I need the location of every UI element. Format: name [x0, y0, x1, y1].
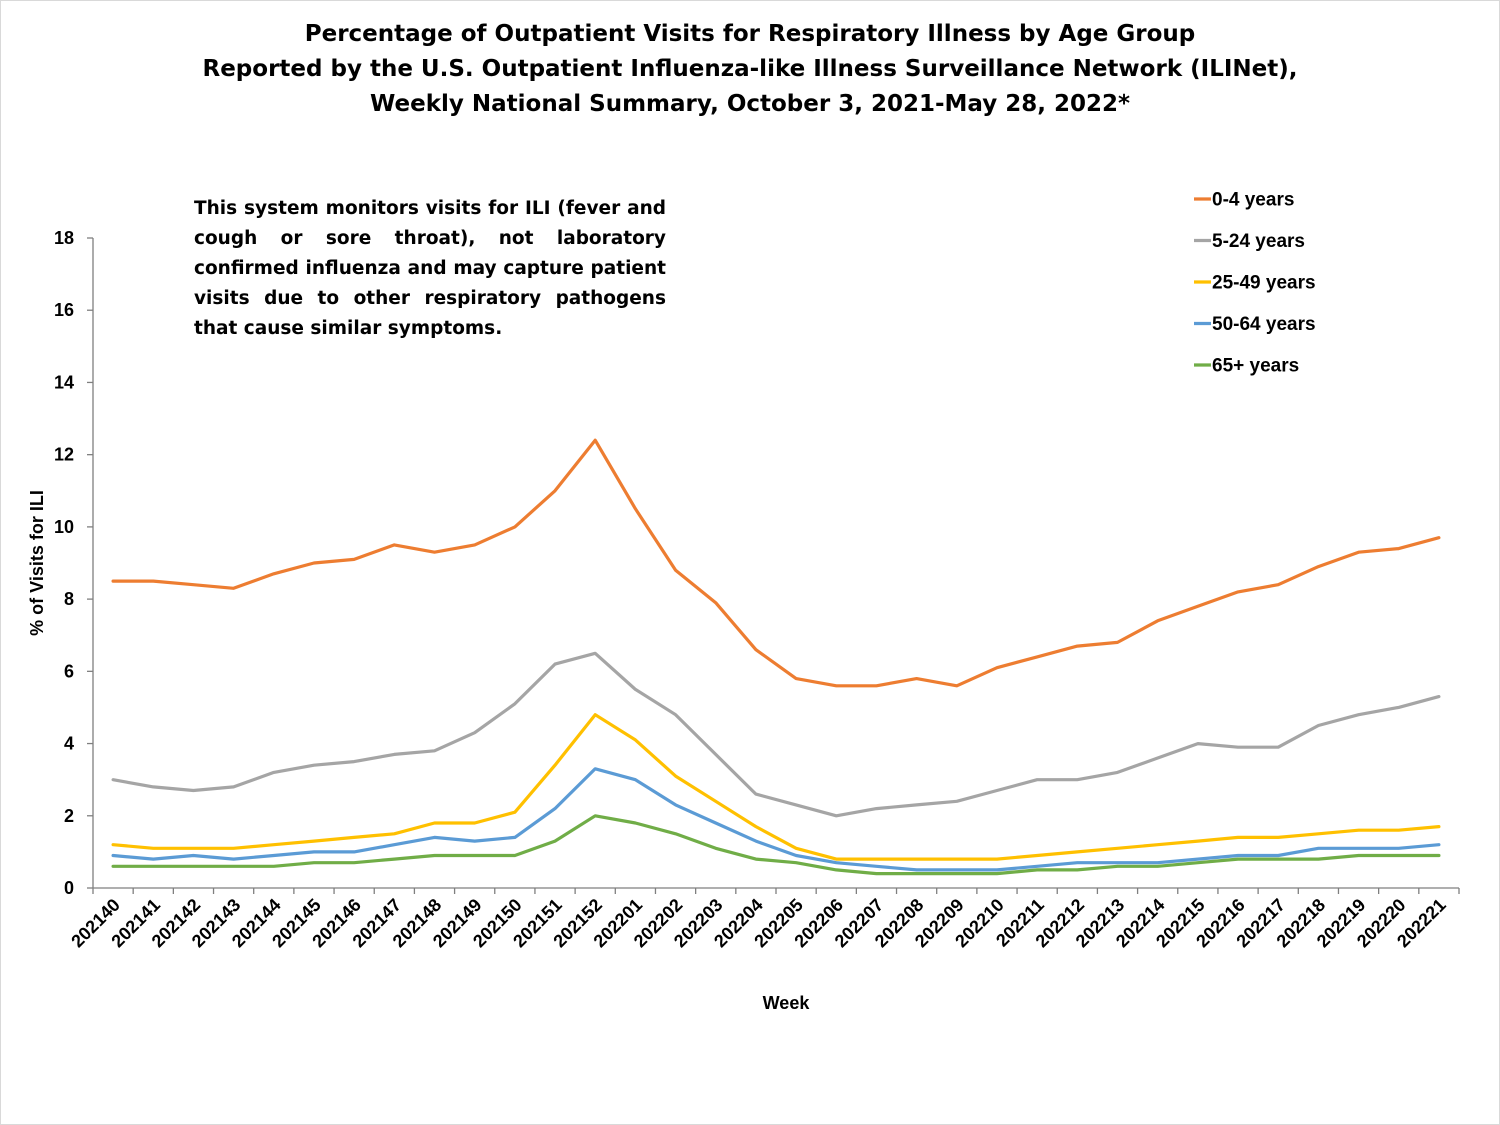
y-axis-title: % of Visits for ILI [27, 490, 47, 636]
series-line-25-49-years [111, 713, 1441, 861]
surveillance-note: This system monitors visits for ILI (fev… [194, 198, 666, 339]
y-tick-label: 14 [54, 372, 74, 392]
y-tick-label: 4 [64, 734, 74, 754]
title-line-2: Reported by the U.S. Outpatient Influenz… [202, 56, 1298, 82]
series-line-5-24-years [111, 651, 1441, 818]
y-tick-label: 0 [64, 878, 74, 898]
title-line-1: Percentage of Outpatient Visits for Resp… [304, 21, 1196, 47]
chart-title: Percentage of Outpatient Visits for Resp… [1, 17, 1499, 122]
y-tick-label: 2 [64, 806, 74, 826]
y-tick-label: 12 [54, 445, 74, 465]
legend-label-25-49-years: 25-49 years [1212, 273, 1316, 294]
title-line-3: Weekly National Summary, October 3, 2021… [369, 91, 1131, 117]
series-line-50-64-years [111, 767, 1441, 872]
series-line-65plus-years [111, 814, 1441, 876]
y-tick-label: 16 [54, 300, 74, 320]
legend-label-5-24-years: 5-24 years [1212, 231, 1305, 252]
y-tick-label: 6 [64, 661, 74, 681]
x-axis-title: Week [763, 993, 811, 1013]
legend-label-50-64-years: 50-64 years [1212, 314, 1316, 335]
y-tick-label: 18 [54, 228, 74, 248]
legend-label-0-4-years: 0-4 years [1212, 190, 1294, 211]
y-tick-label: 10 [54, 517, 74, 537]
y-tick-label: 8 [64, 589, 74, 609]
legend-label-65plus-years: 65+ years [1212, 356, 1299, 377]
series-line-0-4-years [111, 438, 1441, 688]
